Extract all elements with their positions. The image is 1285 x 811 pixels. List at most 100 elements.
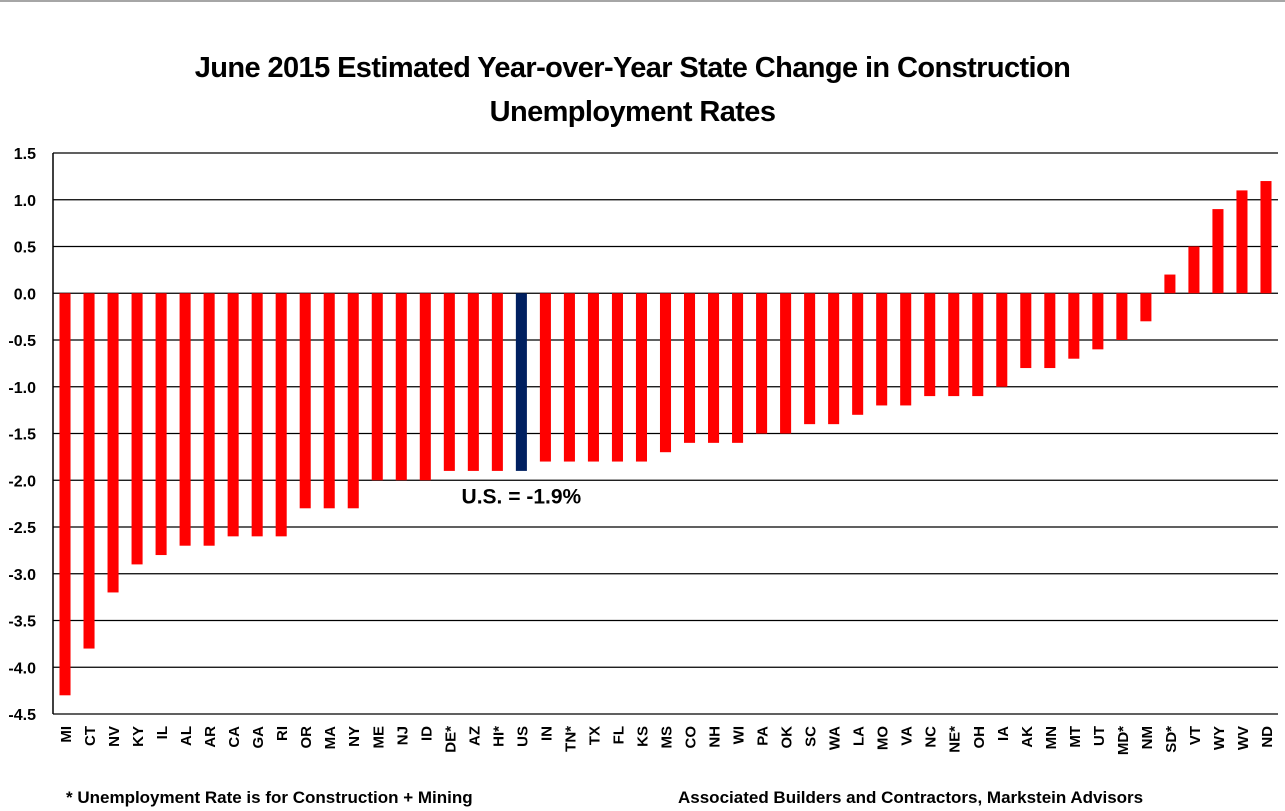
bar-ms (659, 293, 672, 453)
bar-la (852, 293, 864, 415)
bar-wa (828, 293, 840, 425)
x-tick-label: TN* (562, 726, 579, 752)
bar-fl (611, 293, 623, 462)
x-tick-label: AR (202, 726, 219, 748)
y-tick-label: -2.0 (8, 473, 36, 490)
x-tick-label: IN (538, 726, 555, 741)
bar-vt (1188, 246, 1200, 294)
x-tick-label: LA (851, 726, 868, 746)
bar-id (419, 293, 431, 481)
bars (59, 181, 1272, 696)
x-tick-label: OR (298, 726, 315, 749)
x-tick-label: SD* (1163, 726, 1180, 753)
bar-sc (804, 293, 816, 425)
bar-ma (323, 293, 335, 509)
bar-sd (1164, 274, 1176, 294)
x-tick-label: AZ (466, 726, 483, 746)
bar-tn (563, 293, 575, 462)
y-tick-label: -4.5 (8, 707, 36, 724)
bar-ky (131, 293, 143, 565)
x-axis-ticks: MI CT NV KY IL AL AR CA GA RI OR MA NY ME NJ ID DE* AZ HI*… (58, 726, 1276, 756)
bar-de (443, 293, 455, 471)
x-tick-label: NH (707, 726, 724, 748)
bar-or (299, 293, 311, 509)
x-tick-label: WA (827, 726, 844, 750)
bar-il (155, 293, 167, 556)
bar-nh (708, 293, 720, 443)
footnote-mining: * Unemployment Rate is for Construction … (66, 788, 473, 807)
bar-mt (1068, 293, 1080, 359)
x-tick-label: KY (130, 726, 147, 747)
y-tick-label: -4.0 (8, 660, 36, 677)
x-tick-label: TX (586, 726, 603, 745)
bar-ri (275, 293, 287, 537)
chart-title-line-2: Unemployment Rates (489, 96, 776, 128)
bar-co (683, 293, 696, 443)
bar-wv (1236, 190, 1248, 294)
x-tick-label: UT (1091, 726, 1108, 746)
x-tick-label: ME (370, 726, 387, 749)
chart-title-line-1: June 2015 Estimated Year-over-Year State… (194, 52, 1071, 84)
x-tick-label: VT (1187, 726, 1204, 745)
x-tick-label: NV (106, 726, 123, 747)
x-tick-label: AK (1019, 726, 1036, 748)
x-tick-label: MI (58, 726, 75, 743)
bar-wy (1212, 209, 1224, 294)
bar-nc (924, 293, 936, 397)
x-tick-label: MO (875, 726, 892, 750)
y-tick-label: -1.0 (8, 380, 36, 397)
bar-va (900, 293, 912, 406)
bar-ks (635, 293, 648, 462)
x-tick-label: MT (1067, 726, 1084, 748)
x-tick-label: PA (755, 726, 772, 746)
x-tick-label: GA (250, 726, 267, 749)
bar-nv (107, 293, 119, 593)
bar-oh (972, 293, 984, 397)
bar-ut (1092, 293, 1104, 350)
bar-ca (227, 293, 239, 537)
bar-nd (1260, 181, 1272, 294)
bar-us (515, 293, 527, 471)
x-tick-label: US (514, 726, 531, 747)
bar-hi (491, 293, 503, 471)
bar-al (179, 293, 191, 546)
y-tick-label: -0.5 (8, 333, 36, 350)
x-tick-label: MA (322, 726, 339, 749)
bar-ga (251, 293, 263, 537)
x-tick-label: NJ (394, 726, 411, 745)
bar-ok (780, 293, 792, 434)
x-tick-label: MD* (1115, 726, 1132, 755)
x-tick-label: KS (634, 726, 651, 747)
x-tick-label: IL (154, 726, 171, 739)
x-tick-label: CO (683, 726, 700, 749)
bar-me (371, 293, 383, 481)
x-tick-label: CA (226, 726, 243, 748)
x-tick-label: NM (1139, 726, 1156, 749)
x-tick-label: HI* (490, 726, 507, 747)
bar-mo (876, 293, 888, 406)
x-tick-label: ID (418, 726, 435, 741)
x-tick-label: VA (899, 726, 916, 746)
y-tick-label: -3.0 (8, 567, 36, 584)
y-tick-label: -1.5 (8, 427, 36, 444)
bar-wi (732, 293, 744, 443)
bar-ct (83, 293, 95, 649)
x-tick-label: WI (731, 726, 748, 744)
x-tick-label: MN (1043, 726, 1060, 749)
x-tick-label: WV (1235, 726, 1252, 750)
x-tick-label: NC (923, 726, 940, 748)
x-tick-label: WY (1211, 726, 1228, 750)
bar-tx (587, 293, 599, 462)
y-tick-label: 1.5 (14, 146, 36, 163)
y-axis-ticks: 1.5 1.0 0.5 0.0 -0.5 -1.0 -1.5 -2.0 -2.5 -3.0 -3.5… (8, 146, 36, 724)
bar-in (539, 293, 551, 462)
x-tick-label: AL (178, 726, 195, 746)
x-tick-label: MS (659, 726, 676, 749)
bar-ne (948, 293, 960, 397)
x-tick-label: OH (971, 726, 988, 749)
x-tick-label: NY (346, 726, 363, 747)
bar-ny (347, 293, 359, 509)
bar-mi (59, 293, 71, 696)
x-tick-label: RI (274, 726, 291, 741)
